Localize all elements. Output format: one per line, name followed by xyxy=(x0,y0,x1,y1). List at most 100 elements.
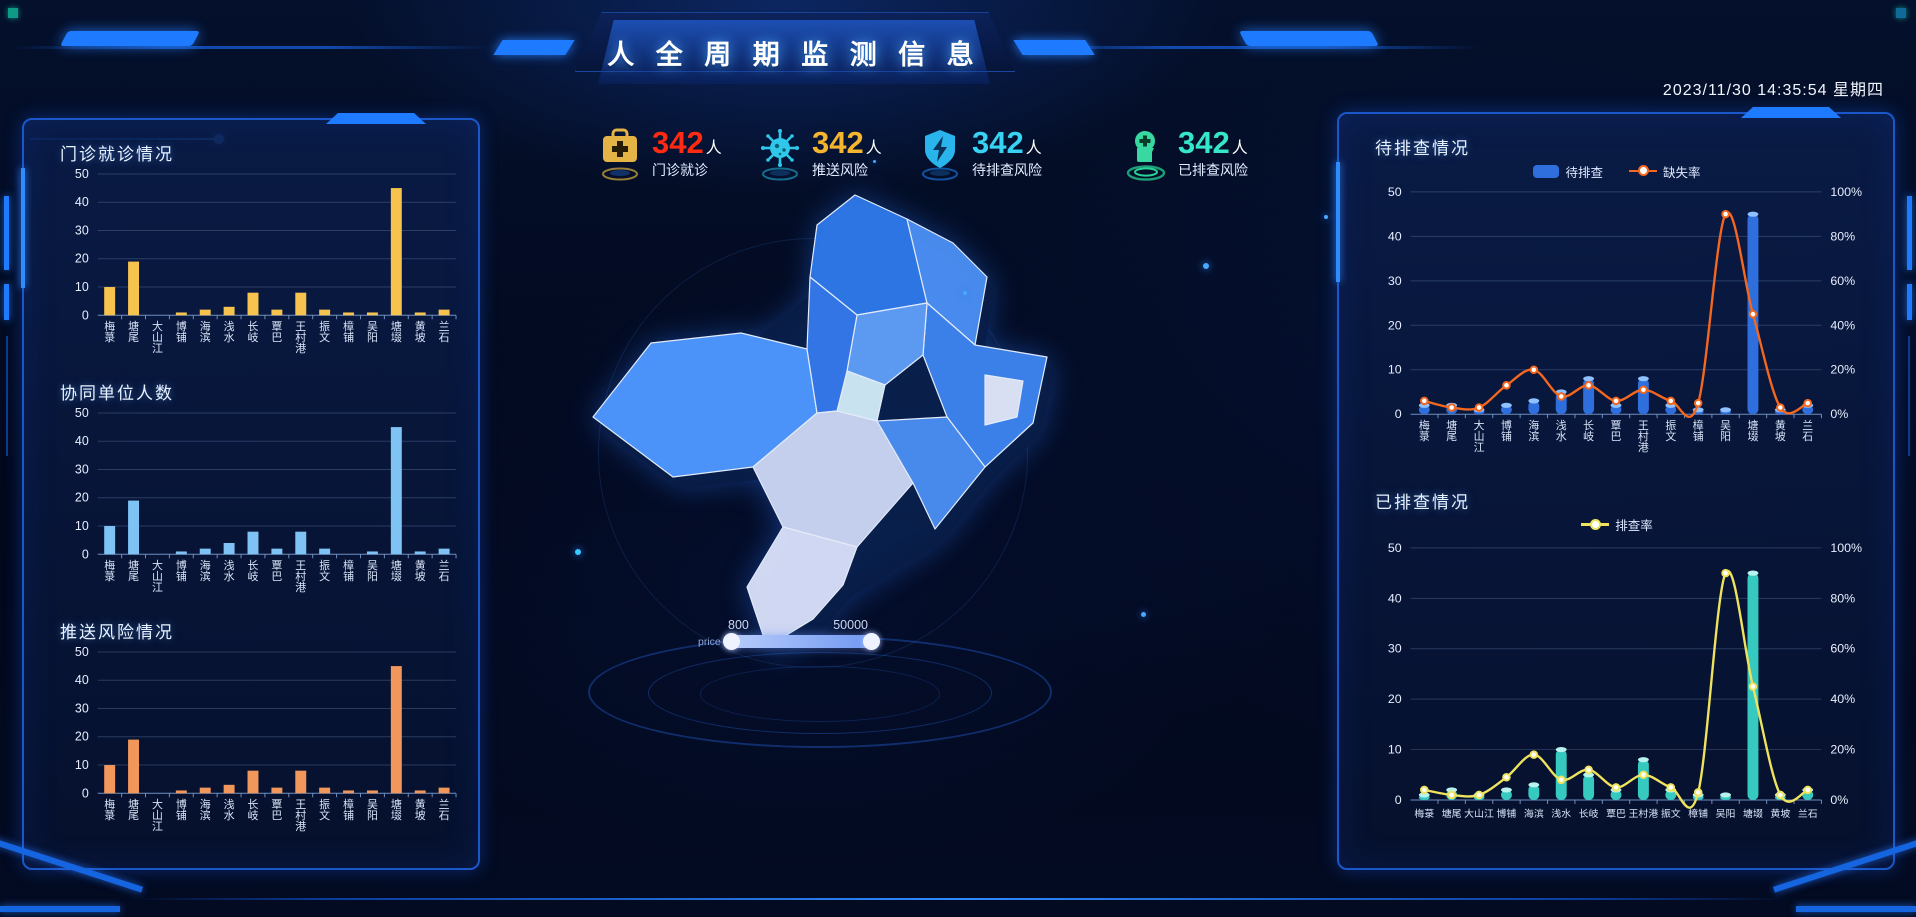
svg-text:30: 30 xyxy=(1388,641,1402,655)
map-district[interactable] xyxy=(746,526,858,648)
slider-min-value: 800 xyxy=(728,618,749,632)
shield-bolt-icon xyxy=(916,124,964,184)
svg-text:长岐: 长岐 xyxy=(248,798,259,822)
cooperative-bar-chart[interactable]: 0 10 20 30 40 50 梅菉 塘尾 大山江 博铺 海滨 浅水 长岐 覃巴 王村港 振文 樟铺 吴阳 塘㙍黄… xyxy=(40,405,464,610)
svg-text:海滨: 海滨 xyxy=(1528,418,1539,443)
svg-text:博铺: 博铺 xyxy=(176,798,187,822)
stat-reviewed-risk: 342 人 已排查风险 xyxy=(1122,118,1248,190)
svg-text:黄坡: 黄坡 xyxy=(415,558,426,583)
stat-label: 门诊就诊 xyxy=(652,162,708,178)
stat-value: 342 xyxy=(812,125,864,160)
svg-text:樟铺: 樟铺 xyxy=(343,319,354,344)
svg-text:王村港: 王村港 xyxy=(295,560,306,594)
stat-label: 待排查风险 xyxy=(972,162,1042,178)
svg-text:0: 0 xyxy=(82,786,89,800)
svg-text:10: 10 xyxy=(75,280,89,294)
stat-value: 342 xyxy=(652,125,704,160)
outpatient-bar-chart[interactable]: 0 10 20 30 40 50 梅菉 塘尾 大山江 博铺 海滨 浅水 长岐 覃巴 王村港 振文 樟铺 吴阳 塘㙍黄… xyxy=(40,166,464,371)
chart-block-push-risk: 推送风险情况 0 10 20 30 40 50 梅菉 塘尾 大山江 博铺 海滨 浅水 长岐 覃巴 王村港 振文… xyxy=(40,618,464,849)
svg-text:吴阳: 吴阳 xyxy=(1720,419,1731,443)
svg-text:0: 0 xyxy=(1395,407,1402,421)
slider-knob-max[interactable] xyxy=(863,633,880,650)
edge-accent xyxy=(1907,284,1912,320)
svg-text:海滨: 海滨 xyxy=(200,558,211,583)
stat-label: 已排查风险 xyxy=(1178,162,1248,178)
svg-text:黄坡: 黄坡 xyxy=(1770,807,1790,820)
svg-text:大山江: 大山江 xyxy=(1464,807,1494,820)
chart-title-reviewed: 已排查情况 xyxy=(1375,492,1470,512)
svg-text:0: 0 xyxy=(82,547,89,561)
svg-text:60%: 60% xyxy=(1830,274,1855,288)
legend-label: 缺失率 xyxy=(1663,165,1701,180)
svg-text:吴阳: 吴阳 xyxy=(367,320,378,344)
svg-text:塘㙍: 塘㙍 xyxy=(391,558,402,583)
svg-text:80%: 80% xyxy=(1830,591,1855,605)
svg-text:振文: 振文 xyxy=(319,558,330,583)
svg-text:30: 30 xyxy=(1388,274,1402,288)
svg-text:浅水: 浅水 xyxy=(224,320,235,344)
legend-label: 排查率 xyxy=(1615,519,1653,534)
glow-dot xyxy=(1141,612,1146,617)
svg-text:30: 30 xyxy=(75,223,89,237)
stat-value: 342 xyxy=(972,125,1024,160)
right-panel: 待排查情况 待排查 缺失率 0 10 20 30 40 50 0% 20% 40% 60% 80% 1… xyxy=(1336,112,1895,870)
svg-text:王村港: 王村港 xyxy=(1638,420,1649,454)
map-district[interactable] xyxy=(876,416,986,530)
slider-track[interactable] xyxy=(722,633,880,650)
svg-text:10: 10 xyxy=(75,519,89,533)
header-accent-bar-right xyxy=(1239,31,1379,46)
reviewed-combo-chart[interactable]: 0 10 20 30 40 50 0% 20% 40% 60% 80% 100% 梅菉 塘尾 大山江 博铺 海滨… xyxy=(1355,536,1879,834)
glow-dot xyxy=(575,549,581,555)
legend-item-pending-bar[interactable]: 待排查 xyxy=(1533,162,1603,181)
svg-text:振文: 振文 xyxy=(1665,418,1676,443)
chart-block-reviewed: 已排查情况 排查率 0 10 20 30 40 50 0% 20% 40% 60% 80% 100% 梅… xyxy=(1355,488,1879,834)
svg-text:长岐: 长岐 xyxy=(1583,419,1594,443)
svg-text:海滨: 海滨 xyxy=(200,319,211,344)
svg-text:20: 20 xyxy=(75,252,89,266)
svg-text:0%: 0% xyxy=(1830,407,1848,421)
edge-accent xyxy=(4,284,9,320)
svg-text:振文: 振文 xyxy=(319,319,330,344)
svg-text:塘㙍: 塘㙍 xyxy=(391,797,402,822)
corner-square-left xyxy=(8,8,18,18)
bottom-corner-accent xyxy=(0,906,120,912)
stat-outpatient: 342 人 门诊就诊 xyxy=(596,118,722,190)
corner-square-right xyxy=(1896,8,1906,18)
svg-text:覃巴: 覃巴 xyxy=(1611,419,1622,443)
legend-reviewed: 排查率 xyxy=(1355,514,1879,536)
stat-text: 342 人 已排查风险 xyxy=(1178,127,1248,180)
svg-text:博铺: 博铺 xyxy=(176,320,187,344)
radar-ring-middle xyxy=(648,652,992,734)
glow-dot xyxy=(1324,215,1328,219)
chart-title-push-risk: 推送风险情况 xyxy=(60,623,174,643)
slider-knob-min[interactable] xyxy=(722,633,740,650)
svg-text:30: 30 xyxy=(75,463,89,477)
svg-text:30: 30 xyxy=(75,702,89,716)
stat-unit: 人 xyxy=(865,140,882,157)
svg-text:樟铺: 樟铺 xyxy=(343,558,354,583)
svg-text:浅水: 浅水 xyxy=(1556,419,1567,443)
svg-text:40: 40 xyxy=(1388,591,1402,605)
svg-text:浅水: 浅水 xyxy=(224,559,235,583)
svg-text:0: 0 xyxy=(82,308,89,322)
stat-label: 推送风险 xyxy=(812,162,868,178)
stat-unit: 人 xyxy=(705,140,722,157)
svg-text:梅菉: 梅菉 xyxy=(1419,418,1430,443)
push-risk-bar-chart[interactable]: 0 10 20 30 40 50 梅菉 塘尾 大山江 博铺 海滨 浅水 长岐 覃巴 王村港 振文 樟铺 吴阳 塘㙍黄… xyxy=(40,644,464,849)
pending-combo-chart[interactable]: 0 10 20 30 40 50 0% 20% 40% 60% 80% 100% 梅菉 塘尾 大山江 博铺 海滨… xyxy=(1355,182,1879,480)
svg-text:兰石: 兰石 xyxy=(439,559,450,583)
district-map[interactable] xyxy=(545,185,1085,659)
svg-text:50: 50 xyxy=(1388,541,1402,555)
header-line-left xyxy=(10,46,490,49)
legend-item-missing-rate[interactable]: 缺失率 xyxy=(1629,162,1701,181)
map-district[interactable] xyxy=(906,218,988,346)
svg-text:20: 20 xyxy=(75,491,89,505)
svg-text:樟铺: 樟铺 xyxy=(1688,807,1708,820)
svg-text:50: 50 xyxy=(75,406,89,420)
price-slider: 800 50000 price xyxy=(698,618,880,650)
map-district[interactable] xyxy=(984,374,1024,426)
svg-text:黄坡: 黄坡 xyxy=(415,319,426,344)
line-swatch-icon xyxy=(1629,166,1657,176)
legend-item-review-rate[interactable]: 排查率 xyxy=(1581,515,1653,534)
header-line-right xyxy=(1010,46,1480,49)
